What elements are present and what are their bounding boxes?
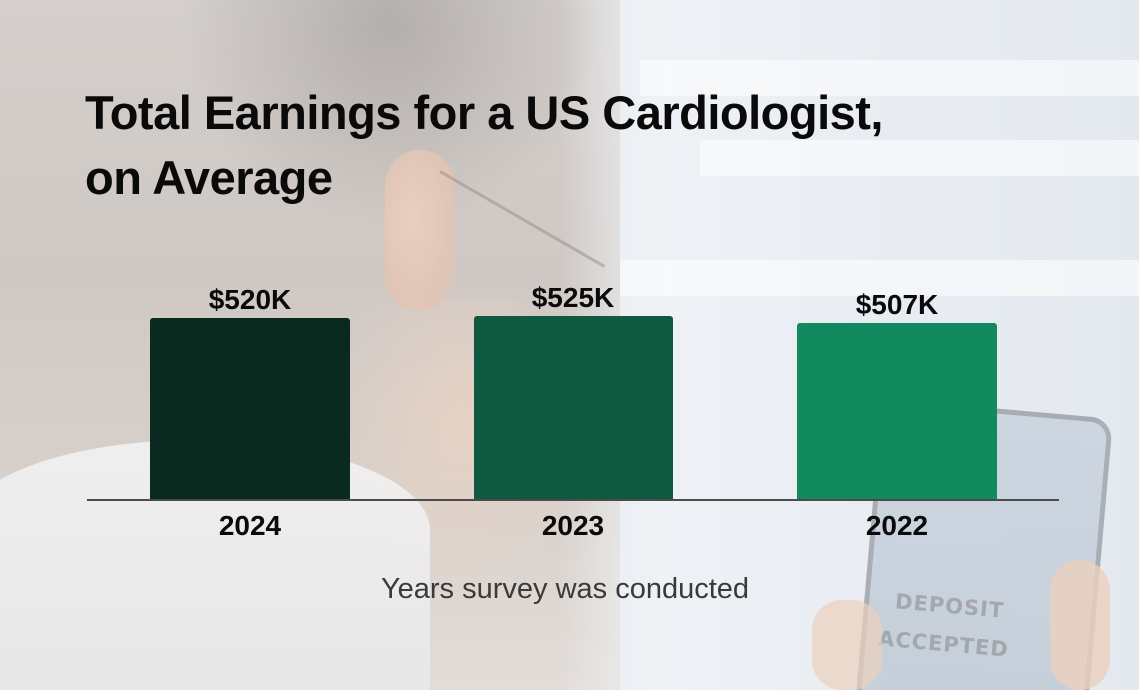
bar-2024 xyxy=(150,318,350,500)
background-hand xyxy=(812,600,882,690)
background-hand xyxy=(1050,560,1110,690)
bar-value-label-2022: $507K xyxy=(855,289,939,320)
bar-value-label-2023: $525K xyxy=(531,282,615,313)
x-tick-label-2022: 2022 xyxy=(865,510,929,541)
chart-title-line-1: Total Earnings for a US Cardiologist, xyxy=(85,86,884,139)
x-axis-title: Years survey was conducted xyxy=(380,573,750,605)
background-blur-stripe xyxy=(640,60,1139,96)
chart-title: Total Earnings for a US Cardiologist, on… xyxy=(85,80,884,210)
x-tick-label-2024: 2024 xyxy=(218,510,282,541)
background-ear xyxy=(385,150,455,310)
bar-2023 xyxy=(474,316,673,500)
bar-2022 xyxy=(797,323,997,500)
background-blur-stripe xyxy=(620,260,1139,296)
bar-value-label-2024: $520K xyxy=(208,284,292,315)
background-blur-stripe xyxy=(700,140,1139,176)
x-axis-line xyxy=(87,499,1059,501)
chart-title-line-2: on Average xyxy=(85,151,333,204)
x-tick-label-2023: 2023 xyxy=(541,510,605,541)
